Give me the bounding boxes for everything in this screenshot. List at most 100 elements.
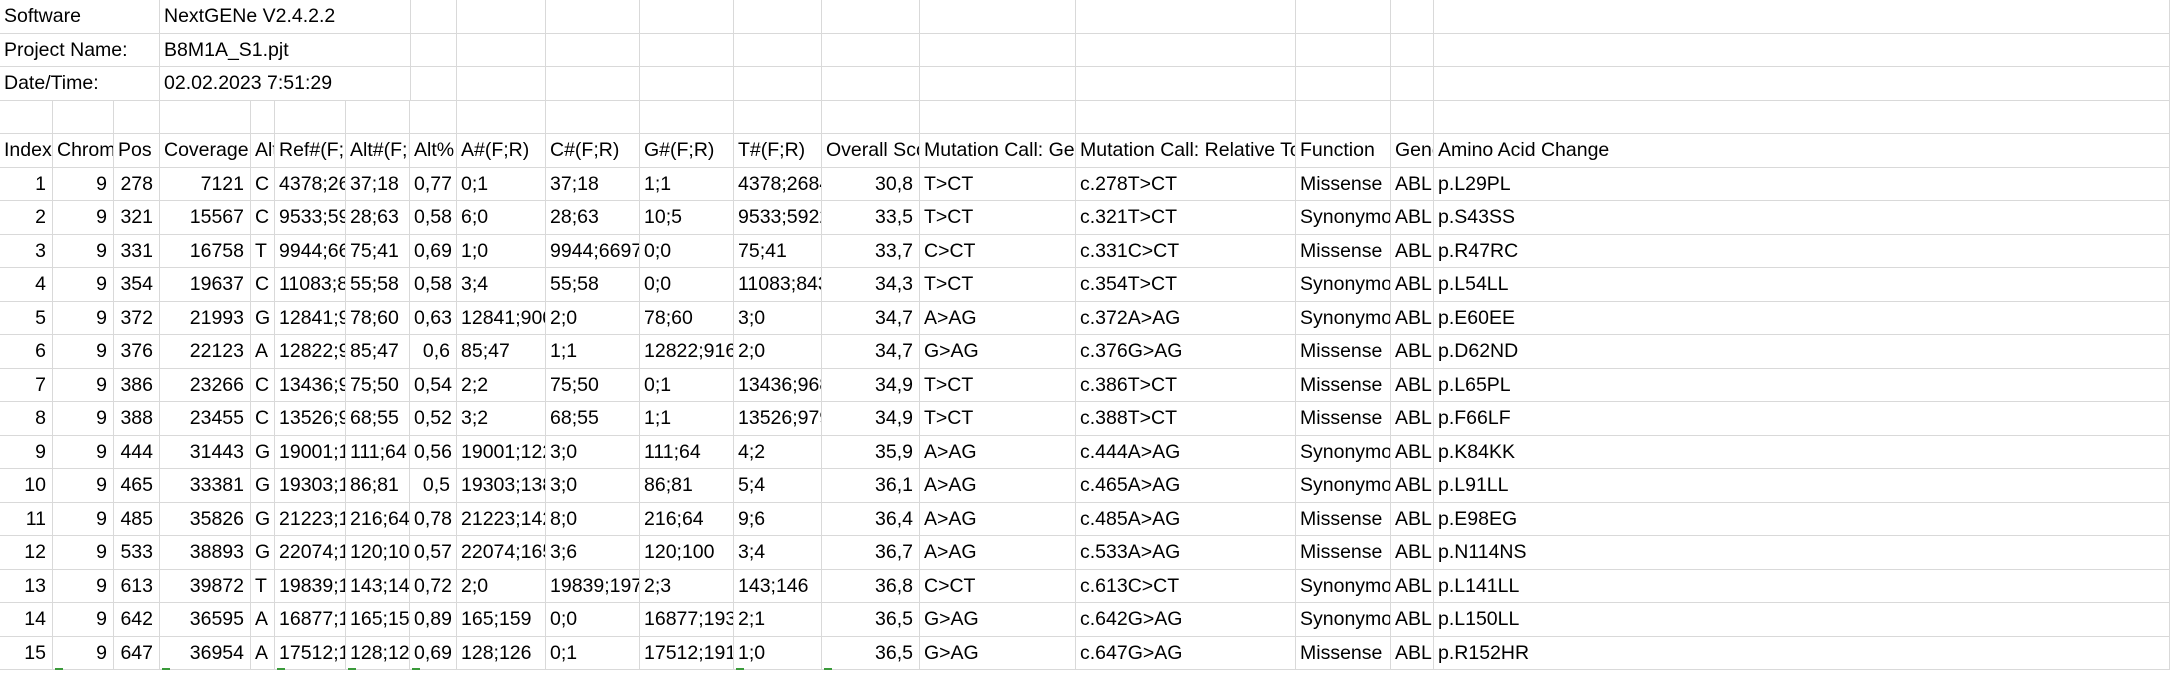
cell-alt[interactable]: C: [251, 402, 275, 436]
cell-alt[interactable]: G: [251, 536, 275, 570]
cell-function[interactable]: Missense: [1296, 536, 1391, 570]
empty-cell[interactable]: [920, 67, 1076, 101]
cell-index[interactable]: 4: [0, 268, 53, 302]
cell-mutation-call-genomic[interactable]: T>CT: [920, 268, 1076, 302]
header-c-f-r[interactable]: C#(F;R): [546, 134, 640, 168]
cell-gene[interactable]: ABL1: [1391, 301, 1434, 335]
cell-coverage[interactable]: 38893: [160, 536, 251, 570]
cell-chrom[interactable]: 9: [53, 301, 114, 335]
cell-ref-f-r[interactable]: 17512;19184: [275, 636, 346, 670]
cell-g-f-r[interactable]: 78;60: [640, 301, 734, 335]
cell-ref-f-r[interactable]: 22074;16583: [275, 536, 346, 570]
cell-mutation-call-relative-to-mrna[interactable]: c.331C>CT: [1076, 234, 1296, 268]
cell-t-f-r[interactable]: 5;4: [734, 469, 822, 503]
cell-overall-score[interactable]: 36,7: [822, 536, 920, 570]
meta-label[interactable]: Project Name:: [0, 33, 160, 67]
cell-pos[interactable]: 376: [114, 335, 160, 369]
cell-a-f-r[interactable]: 19001;12258: [457, 435, 546, 469]
empty-cell[interactable]: [822, 100, 920, 134]
empty-cell[interactable]: [1076, 33, 1296, 67]
cell-mutation-call-relative-to-mrna[interactable]: c.354T>CT: [1076, 268, 1296, 302]
empty-cell[interactable]: [546, 33, 640, 67]
cell-alt[interactable]: A: [251, 636, 275, 670]
cell-ref-f-r[interactable]: 9944;6697: [275, 234, 346, 268]
empty-cell[interactable]: [457, 67, 546, 101]
empty-cell[interactable]: [1391, 33, 1434, 67]
cell-coverage[interactable]: 35826: [160, 502, 251, 536]
cell-coverage[interactable]: 15567: [160, 201, 251, 235]
cell-g-f-r[interactable]: 10;5: [640, 201, 734, 235]
cell-ref-f-r[interactable]: 19303;13898: [275, 469, 346, 503]
cell-g-f-r[interactable]: 216;64: [640, 502, 734, 536]
cell-gene[interactable]: ABL1: [1391, 502, 1434, 536]
cell-g-f-r[interactable]: 0;0: [640, 268, 734, 302]
cell-a-f-r[interactable]: 3;4: [457, 268, 546, 302]
cell-chrom[interactable]: 9: [53, 603, 114, 637]
cell-amino-acid-change[interactable]: p.L150LL: [1434, 603, 2170, 637]
empty-cell[interactable]: [920, 100, 1076, 134]
cell-a-f-r[interactable]: 128;126: [457, 636, 546, 670]
cell-coverage[interactable]: 23455: [160, 402, 251, 436]
empty-cell[interactable]: [1391, 100, 1434, 134]
cell-c-f-r[interactable]: 2;0: [546, 301, 640, 335]
cell-amino-acid-change[interactable]: p.R152HR: [1434, 636, 2170, 670]
cell-ref-f-r[interactable]: 19839;19737: [275, 569, 346, 603]
cell-mutation-call-genomic[interactable]: A>AG: [920, 469, 1076, 503]
cell-function[interactable]: Synonymous: [1296, 268, 1391, 302]
cell-t-f-r[interactable]: 3;0: [734, 301, 822, 335]
header-alt[interactable]: Alt: [251, 134, 275, 168]
cell-mutation-call-genomic[interactable]: T>CT: [920, 368, 1076, 402]
empty-cell[interactable]: [734, 33, 822, 67]
cell-mutation-call-genomic[interactable]: T>CT: [920, 402, 1076, 436]
cell-pos[interactable]: 321: [114, 201, 160, 235]
empty-cell[interactable]: [640, 100, 734, 134]
cell-alt[interactable]: 0,77: [410, 167, 457, 201]
cell-t-f-r[interactable]: 1;0: [734, 636, 822, 670]
cell-a-f-r[interactable]: 3;2: [457, 402, 546, 436]
empty-cell[interactable]: [410, 100, 457, 134]
cell-a-f-r[interactable]: 1;0: [457, 234, 546, 268]
cell-amino-acid-change[interactable]: p.L54LL: [1434, 268, 2170, 302]
cell-overall-score[interactable]: 30,8: [822, 167, 920, 201]
cell-chrom[interactable]: 9: [53, 201, 114, 235]
empty-cell[interactable]: [1296, 67, 1391, 101]
cell-mutation-call-relative-to-mrna[interactable]: c.465A>AG: [1076, 469, 1296, 503]
cell-c-f-r[interactable]: 3;0: [546, 435, 640, 469]
cell-alt-f-r[interactable]: 75;50: [346, 368, 410, 402]
empty-cell[interactable]: [251, 100, 275, 134]
header-g-f-r[interactable]: G#(F;R): [640, 134, 734, 168]
cell-mutation-call-genomic[interactable]: C>CT: [920, 569, 1076, 603]
cell-gene[interactable]: ABL1: [1391, 234, 1434, 268]
cell-t-f-r[interactable]: 2;0: [734, 335, 822, 369]
header-coverage[interactable]: Coverage: [160, 134, 251, 168]
empty-cell[interactable]: [410, 0, 457, 34]
empty-cell[interactable]: [734, 0, 822, 34]
cell-alt[interactable]: 0,69: [410, 234, 457, 268]
cell-mutation-call-genomic[interactable]: A>AG: [920, 502, 1076, 536]
cell-chrom[interactable]: 9: [53, 569, 114, 603]
cell-chrom[interactable]: 9: [53, 469, 114, 503]
cell-pos[interactable]: 533: [114, 536, 160, 570]
cell-function[interactable]: Missense: [1296, 234, 1391, 268]
cell-chrom[interactable]: 9: [53, 368, 114, 402]
cell-function[interactable]: Missense: [1296, 636, 1391, 670]
cell-c-f-r[interactable]: 75;50: [546, 368, 640, 402]
cell-index[interactable]: 12: [0, 536, 53, 570]
empty-cell[interactable]: [1391, 67, 1434, 101]
cell-a-f-r[interactable]: 19303;13898: [457, 469, 546, 503]
cell-a-f-r[interactable]: 21223;14294: [457, 502, 546, 536]
empty-cell[interactable]: [0, 100, 53, 134]
cell-alt[interactable]: 0,63: [410, 301, 457, 335]
cell-mutation-call-genomic[interactable]: T>CT: [920, 167, 1076, 201]
cell-alt[interactable]: 0,56: [410, 435, 457, 469]
cell-chrom[interactable]: 9: [53, 268, 114, 302]
cell-alt[interactable]: G: [251, 502, 275, 536]
cell-g-f-r[interactable]: 86;81: [640, 469, 734, 503]
cell-chrom[interactable]: 9: [53, 502, 114, 536]
cell-alt[interactable]: G: [251, 301, 275, 335]
cell-alt[interactable]: 0,89: [410, 603, 457, 637]
empty-cell[interactable]: [1434, 33, 2170, 67]
cell-pos[interactable]: 485: [114, 502, 160, 536]
cell-alt-f-r[interactable]: 216;64: [346, 502, 410, 536]
cell-pos[interactable]: 331: [114, 234, 160, 268]
